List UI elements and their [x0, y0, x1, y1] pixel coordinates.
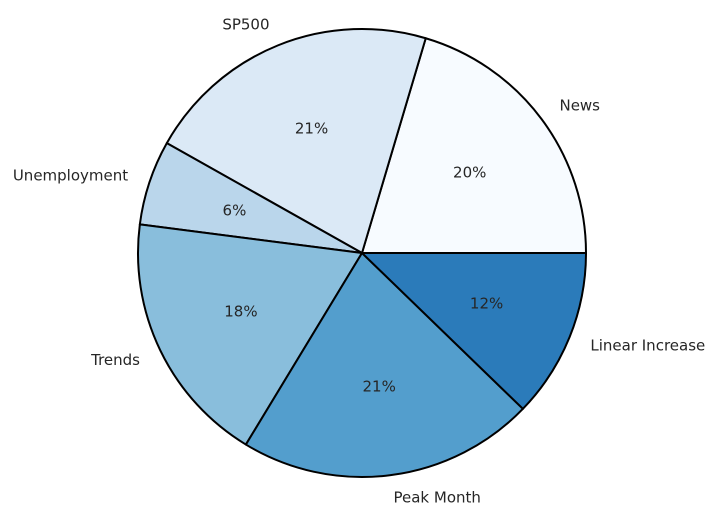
pie-slice-trends	[137, 223, 363, 446]
pie-slice-news	[361, 37, 587, 254]
pie-slice-sp500	[165, 28, 427, 254]
pie-category-label-peak-month: Peak Month	[394, 488, 481, 506]
pie-pct-label-sp500: 21%	[295, 119, 328, 137]
pie-category-label-sp500: SP500	[222, 16, 269, 34]
pie-category-label-unemployment: Unemployment	[13, 166, 128, 184]
pie-slice-peak-month	[244, 252, 524, 478]
pie-labels: 20% News 21% SP500 6% Unemployment 18% Trends 21…	[13, 16, 705, 507]
pie-pct-label-peak-month: 21%	[363, 377, 396, 395]
pie-category-label-linear-increase: Linear Increase	[590, 336, 705, 354]
pie-slice-linear-increase	[361, 252, 587, 410]
pie-category-label-trends: Trends	[90, 351, 140, 369]
pie-pct-label-linear-increase: 12%	[470, 294, 503, 312]
pie-pct-label-unemployment: 6%	[223, 202, 247, 220]
pie-pct-label-news: 20%	[453, 164, 486, 182]
pie-pct-label-trends: 18%	[224, 302, 257, 320]
pie-slices	[137, 28, 587, 478]
pie-category-label-news: News	[559, 97, 600, 115]
